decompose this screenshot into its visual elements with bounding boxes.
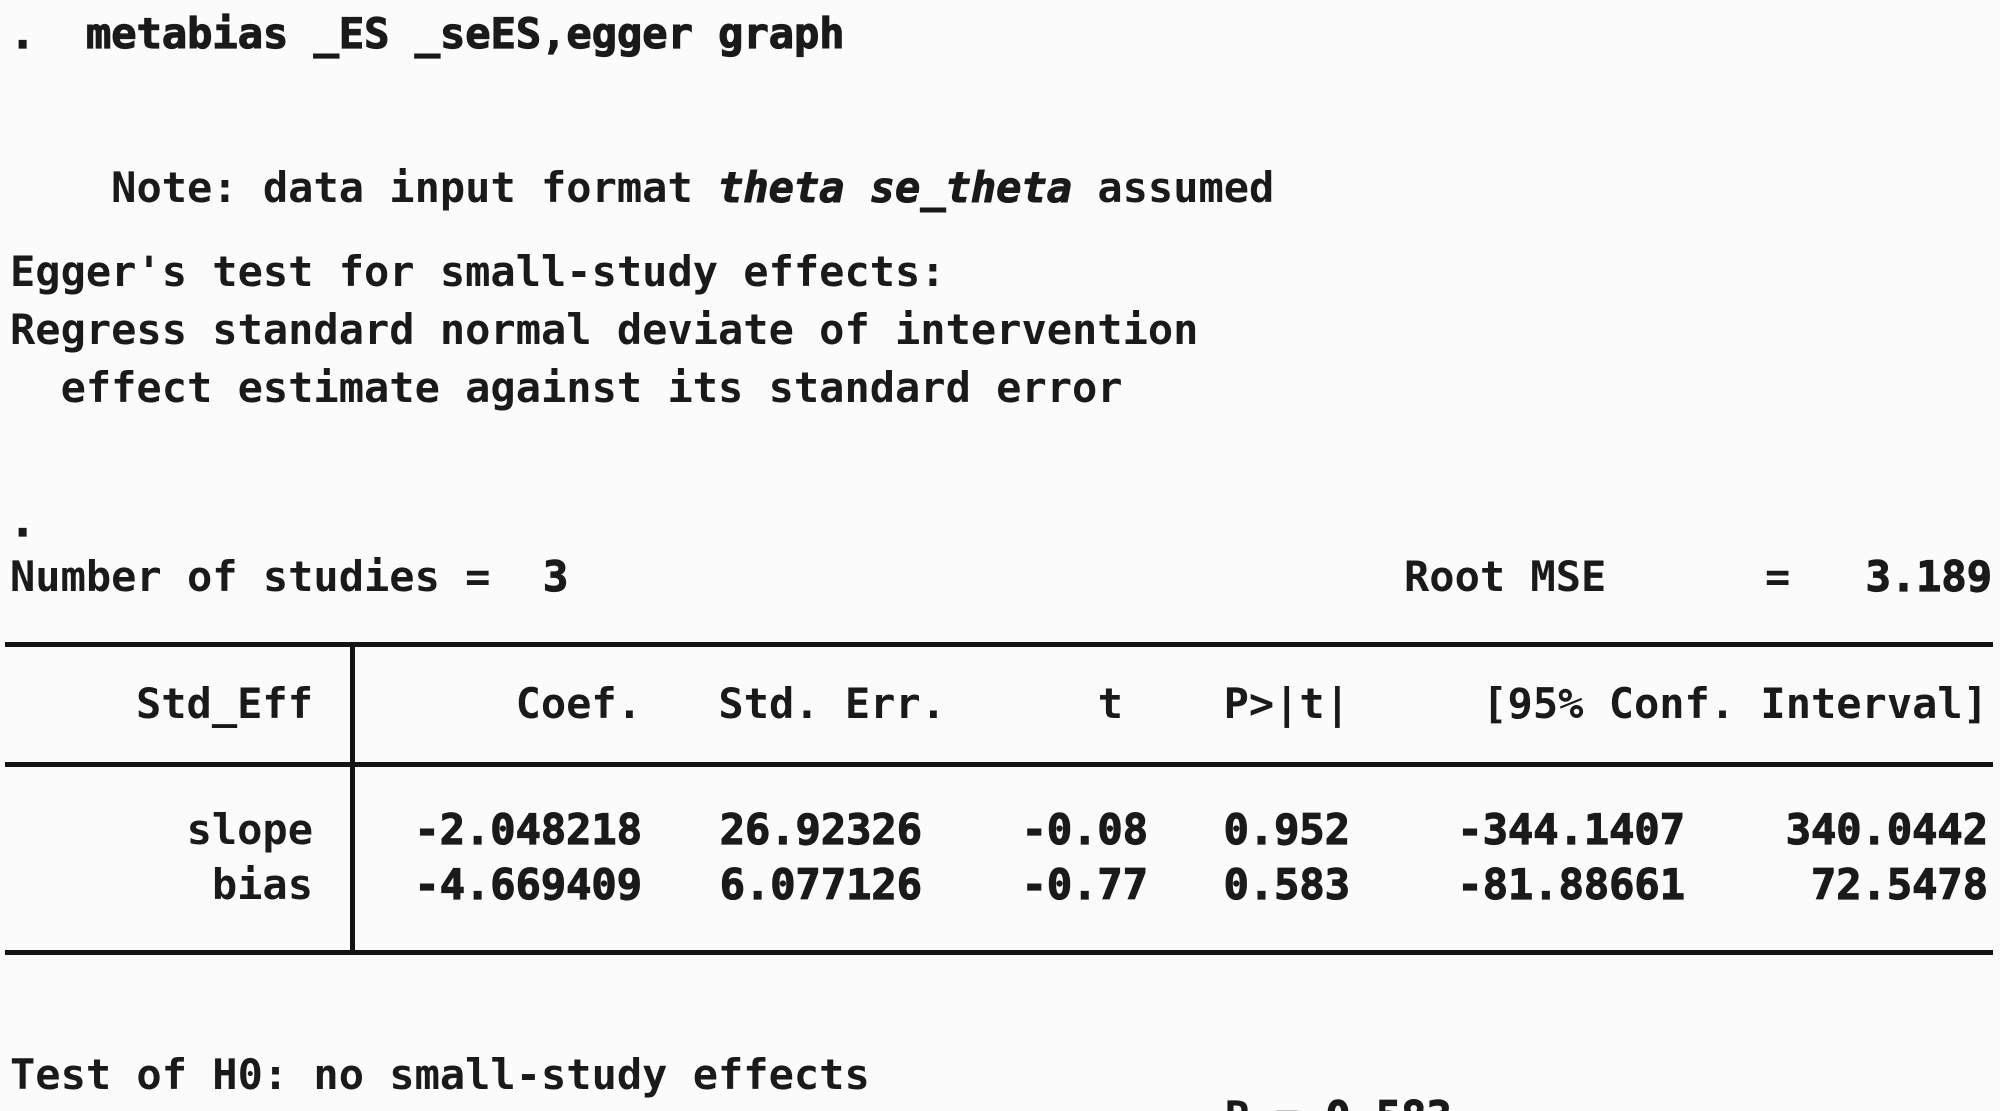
ci-low-value: -81.88661: [1457, 860, 1686, 909]
col-header-ci: [95% Conf. Interval]: [1482, 679, 1988, 728]
std-err-value: 26.92326: [719, 805, 922, 854]
col-header-coef: Coef.: [515, 679, 642, 728]
egger-test-description-1: Regress standard normal deviate of inter…: [10, 305, 1199, 354]
root-mse-value: 3.189: [1865, 552, 1993, 601]
command-prompt: .: [9, 9, 36, 58]
note-emphasis: theta se_theta: [717, 163, 1073, 212]
egger-test-title: Egger's test for small-study effects:: [10, 247, 946, 296]
col-header-p: P>|t|: [1223, 679, 1350, 728]
p-value: 0.583: [1223, 860, 1351, 909]
n-studies-value: 3: [542, 552, 569, 601]
coef-value: -4.669409: [414, 860, 643, 909]
table-header-row: Std_Eff Coef. Std. Err. t P>|t| [95% Con…: [0, 683, 2000, 731]
col-header-variable: Std_Eff: [135, 679, 313, 728]
n-studies-label: Number of studies =: [10, 552, 491, 601]
h0-p-label: P =: [1224, 1092, 1325, 1111]
t-value: -0.77: [1021, 860, 1149, 909]
table-top-rule: [5, 642, 1993, 647]
ci-high-value: 72.5478: [1810, 860, 1988, 909]
col-header-t: t: [1097, 679, 1123, 728]
col-header-std-err: Std. Err.: [718, 679, 946, 728]
ci-high-value: 340.0442: [1785, 805, 1988, 854]
note-suffix: assumed: [1072, 163, 1275, 212]
command-text: metabias _ES _seES,egger graph: [85, 9, 845, 58]
continuation-prompt: .: [9, 497, 36, 546]
table-bottom-rule: [5, 950, 1993, 955]
coef-value: -2.048218: [414, 805, 643, 854]
table-row: slope -2.048218 26.92326 -0.08 0.952 -34…: [0, 805, 2000, 857]
note-line: Note: data input format theta se_theta a…: [10, 125, 1274, 251]
ci-low-value: -344.1407: [1457, 805, 1686, 854]
t-value: -0.08: [1021, 805, 1149, 854]
h0-p-group: P = 0.583: [1123, 1054, 1452, 1111]
row-label: slope: [186, 805, 313, 854]
table-row: bias -4.669409 6.077126 -0.77 0.583 -81.…: [0, 860, 2000, 912]
std-err-value: 6.077126: [719, 860, 922, 909]
row-label: bias: [211, 860, 313, 909]
egger-test-description-2: effect estimate against its standard err…: [10, 363, 1123, 412]
h0-test-label: Test of H0: no small-study effects: [10, 1050, 870, 1099]
h0-p-value: 0.583: [1325, 1092, 1453, 1111]
table-header-rule: [5, 762, 1993, 767]
table-column-divider: [350, 642, 355, 955]
note-prefix: Note: data input format: [111, 163, 719, 212]
root-mse-equals: =: [1765, 552, 1791, 601]
summary-line: Number of studies = 3 Root MSE = 3.189: [0, 552, 2000, 604]
root-mse-label: Root MSE: [1404, 552, 1607, 601]
p-value: 0.952: [1223, 805, 1351, 854]
